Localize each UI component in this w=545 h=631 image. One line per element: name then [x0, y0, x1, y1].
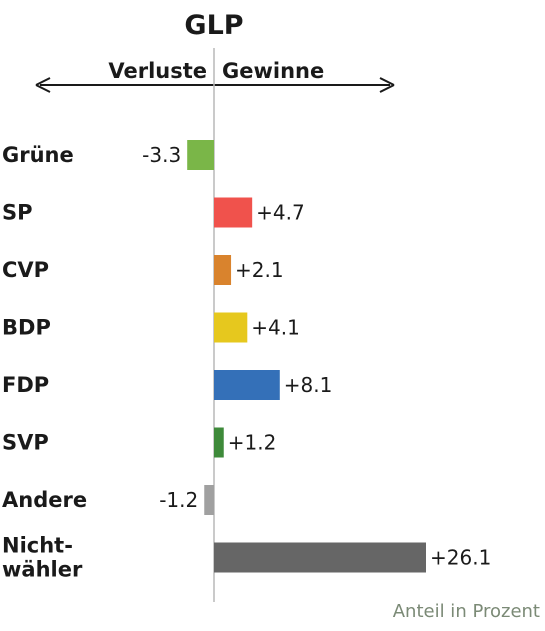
bars-group: -3.3 Grüne +4.7 SP +2.1 CVP +4.1 BDP +8.1 FDP +1.2… — [2, 140, 491, 582]
category-label-line: Grüne — [2, 143, 74, 167]
value-label-5: +1.2 — [228, 431, 277, 455]
value-label-4: +8.1 — [284, 373, 333, 397]
value-label-0: -3.3 — [142, 143, 181, 167]
bar-4 — [214, 370, 280, 400]
category-label-1: SP — [2, 201, 33, 225]
category-label-line: BDP — [2, 316, 51, 340]
bar-2 — [214, 255, 232, 285]
value-label-6: -1.2 — [159, 488, 198, 512]
category-label-line: FDP — [2, 373, 49, 397]
category-label-line: wähler — [2, 558, 83, 582]
category-label-line: CVP — [2, 258, 49, 282]
arrow-left-icon — [35, 77, 51, 93]
value-label-7: +26.1 — [430, 546, 491, 570]
category-label-5: SVP — [2, 431, 49, 455]
value-label-3: +4.1 — [251, 316, 300, 340]
chart-title: GLP — [184, 10, 243, 41]
bar-5 — [214, 427, 224, 458]
bar-0 — [187, 140, 214, 170]
gains-label: Gewinne — [222, 59, 324, 83]
bar-3 — [214, 312, 248, 343]
arrow-right-icon — [379, 77, 395, 93]
category-label-line: Andere — [2, 488, 87, 512]
category-label-7: Nicht-wähler — [2, 534, 83, 582]
direction-arrow — [35, 77, 395, 93]
value-label-1: +4.7 — [256, 201, 305, 225]
category-label-line: SVP — [2, 431, 49, 455]
chart-note: Anteil in Prozent — [393, 601, 540, 622]
value-label-2: +2.1 — [235, 258, 284, 282]
losses-label: Verluste — [108, 59, 207, 83]
category-label-line: Nicht- — [2, 534, 73, 558]
category-label-6: Andere — [2, 488, 87, 512]
bar-1 — [214, 197, 253, 228]
category-label-0: Grüne — [2, 143, 74, 167]
category-label-4: FDP — [2, 373, 49, 397]
category-label-2: CVP — [2, 258, 49, 282]
bar-6 — [204, 485, 214, 515]
category-label-3: BDP — [2, 316, 51, 340]
bar-7 — [214, 542, 426, 573]
category-label-line: SP — [2, 201, 33, 225]
